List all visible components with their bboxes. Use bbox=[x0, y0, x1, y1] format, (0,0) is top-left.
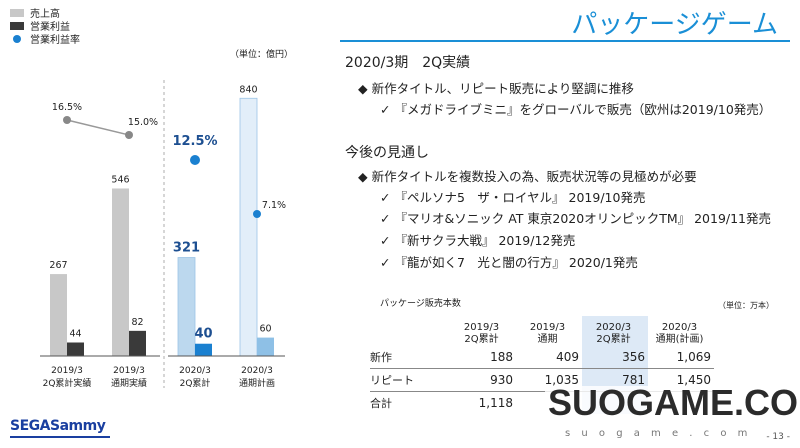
watermark-backdrop bbox=[545, 386, 790, 436]
bar-operating-income bbox=[67, 342, 84, 356]
page-title: パッケージゲーム bbox=[571, 10, 778, 40]
category-label: 2020/3 bbox=[179, 366, 211, 376]
category-label: 2019/3 bbox=[51, 366, 83, 376]
checkmark-icon: ✓ bbox=[380, 255, 391, 270]
data-label-sales: 840 bbox=[239, 84, 257, 95]
table-cell: 930 bbox=[450, 368, 516, 392]
bar-sales bbox=[50, 274, 67, 356]
margin-point bbox=[63, 116, 71, 124]
segasammy-logo: SEGASammy bbox=[10, 418, 106, 434]
section2-check-item: ✓ 『ペルソナ5 ザ・ロイヤル』 2019/10発売 bbox=[380, 187, 645, 206]
section2-check-text: 『龍が如く7 光と闇の行方』 2020/1発売 bbox=[394, 255, 638, 270]
legend-item-sales: 売上高 bbox=[10, 5, 60, 20]
sales-units-table: 2019/3 2Q累計 2019/3 通期 2020/3 2Q累計 2020/3 通期(… bbox=[370, 316, 714, 414]
bar-sales bbox=[239, 97, 258, 357]
data-label-sales: 546 bbox=[111, 174, 129, 185]
table-header-row: 2019/3 2Q累計 2019/3 通期 2020/3 2Q累計 2020/3 通期(… bbox=[370, 316, 714, 346]
section2-check-item: ✓ 『龍が如く7 光と闇の行方』 2020/1発売 bbox=[380, 252, 638, 271]
checkmark-icon: ✓ bbox=[380, 233, 391, 248]
watermark-text: SUOGAME.COM bbox=[548, 382, 800, 423]
chart-unit-label: （単位：億円） bbox=[230, 50, 294, 60]
table-caption: パッケージ販売本数 bbox=[380, 299, 461, 309]
data-label-sales: 267 bbox=[49, 260, 67, 271]
bar-operating-income bbox=[129, 330, 146, 356]
table-cell: 356 bbox=[582, 346, 648, 369]
legend-label-operating-income: 営業利益 bbox=[30, 22, 70, 33]
checkmark-icon: ✓ bbox=[380, 211, 391, 226]
bar-operating-income bbox=[195, 343, 212, 356]
section2-bullet: ◆ 新作タイトルを複数投入の為、販売状況等の見極めが必要 bbox=[358, 166, 697, 185]
data-label-sales: 321 bbox=[173, 241, 200, 256]
table-header-cell: 2019/3 2Q累計 bbox=[463, 322, 500, 345]
legend-item-margin: 営業利益率 bbox=[10, 31, 80, 46]
table-cell: 1,118 bbox=[478, 396, 513, 410]
data-label-margin: 12.5% bbox=[172, 134, 217, 149]
section1-bullet: ◆ 新作タイトル、リピート販売により堅調に推移 bbox=[358, 78, 634, 97]
category-label: 通期計画 bbox=[239, 377, 275, 389]
data-label-operating-income: 44 bbox=[69, 329, 81, 340]
bar-chart: 267442019/32Q累計実績546822019/3通期実績32140202… bbox=[40, 80, 286, 389]
legend-item-operating-income: 営業利益 bbox=[10, 18, 70, 33]
section2-check-item: ✓ 『新サクラ大戦』 2019/12発売 bbox=[380, 230, 575, 249]
diamond-bullet-icon: ◆ bbox=[358, 169, 368, 184]
margin-point bbox=[253, 210, 261, 218]
table-corner bbox=[370, 316, 450, 346]
page-number: - 13 - bbox=[766, 432, 790, 442]
section2-check-item: ✓ 『マリオ&ソニック AT 東京2020オリンピックTM』 2019/11発売 bbox=[380, 208, 771, 227]
section1-bullet-text: 新作タイトル、リピート販売により堅調に推移 bbox=[371, 81, 634, 96]
legend-swatch-operating-income bbox=[10, 21, 24, 30]
legend-swatch-sales bbox=[10, 8, 24, 17]
section2-heading: 今後の見通し bbox=[345, 145, 429, 161]
data-label-margin: 16.5% bbox=[52, 102, 82, 113]
section1-check-item: ✓ 『メガドライブミニ』をグローバルで販売（欧州は2019/10発売） bbox=[380, 99, 771, 118]
data-label-operating-income: 82 bbox=[131, 317, 143, 328]
section2-check-text: 『新サクラ大戦』 2019/12発売 bbox=[394, 233, 576, 248]
category-label: 2Q累計 bbox=[180, 377, 211, 389]
table-cell: 188 bbox=[450, 346, 516, 369]
table-cell: 409 bbox=[516, 346, 582, 369]
title-divider bbox=[340, 40, 790, 42]
margin-point bbox=[125, 131, 133, 139]
checkmark-icon: ✓ bbox=[380, 102, 391, 117]
bar-sales bbox=[112, 188, 129, 356]
table-row-label: リピート bbox=[370, 368, 450, 392]
data-label-operating-income: 40 bbox=[194, 327, 212, 342]
category-label: 2020/3 bbox=[241, 366, 273, 376]
section2-check-text: 『ペルソナ5 ザ・ロイヤル』 2019/10発売 bbox=[394, 190, 646, 205]
table-header-cell: 2019/3 通期 bbox=[529, 322, 566, 345]
legend-label-sales: 売上高 bbox=[30, 9, 60, 20]
diamond-bullet-icon: ◆ bbox=[358, 81, 368, 96]
table-header-cell: 2020/3 通期(計画) bbox=[655, 322, 704, 345]
section2-bullet-text: 新作タイトルを複数投入の為、販売状況等の見極めが必要 bbox=[371, 169, 697, 184]
margin-point bbox=[190, 155, 200, 165]
section2-check-text: 『マリオ&ソニック AT 東京2020オリンピックTM』 2019/11発売 bbox=[394, 211, 772, 226]
section1-heading: 2020/3期 2Q実績 bbox=[345, 55, 471, 71]
checkmark-icon: ✓ bbox=[380, 190, 391, 205]
bar-operating-income bbox=[257, 337, 274, 356]
category-label: 2019/3 bbox=[113, 366, 145, 376]
legend-label-margin: 営業利益率 bbox=[30, 35, 80, 46]
table-cell: 1,069 bbox=[648, 346, 714, 369]
watermark-subtext: s u o g a m e . c o m bbox=[565, 428, 752, 439]
data-label-operating-income: 60 bbox=[259, 324, 271, 335]
data-label-margin: 7.1% bbox=[262, 200, 286, 211]
section1-check-text: 『メガドライブミニ』をグローバルで販売（欧州は2019/10発売） bbox=[394, 102, 772, 117]
table-unit: （単位：万本） bbox=[718, 301, 774, 310]
bar-sales bbox=[177, 257, 196, 357]
table-row-label: 合計 bbox=[370, 397, 392, 410]
data-label-margin: 15.0% bbox=[128, 117, 158, 128]
table-row-label: 新作 bbox=[370, 346, 450, 369]
table-row: 新作 188 409 356 1,069 bbox=[370, 346, 714, 369]
margin-line-2019 bbox=[66, 119, 130, 136]
category-label: 通期実績 bbox=[111, 377, 147, 389]
category-label: 2Q累計実績 bbox=[43, 377, 92, 389]
legend-dot-margin bbox=[13, 34, 21, 43]
table-header-cell: 2020/3 2Q累計 bbox=[582, 316, 648, 346]
logo-underline bbox=[10, 436, 110, 438]
